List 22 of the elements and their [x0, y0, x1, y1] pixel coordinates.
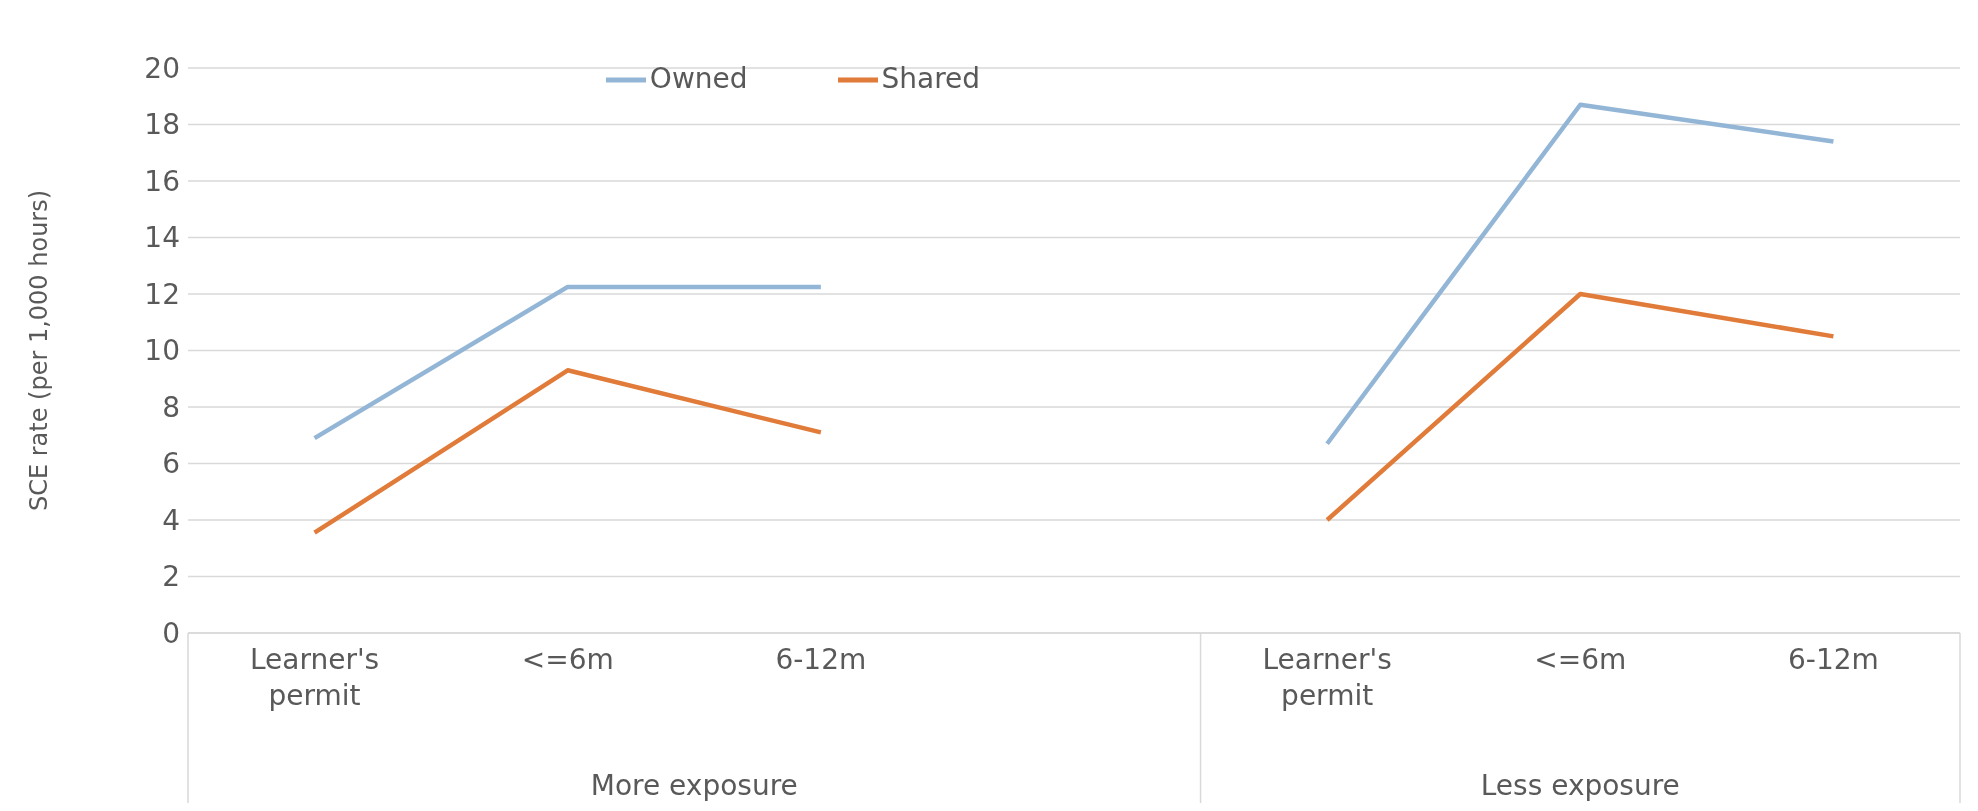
- y-tick-label: 6: [162, 447, 180, 481]
- y-tick-label: 0: [162, 616, 180, 650]
- y-tick-label: 14: [144, 221, 180, 255]
- y-tick-label: 4: [162, 503, 180, 537]
- y-tick-label: 20: [144, 51, 180, 85]
- y-axis-title: SCE rate (per 1,000 hours): [24, 189, 53, 512]
- y-tick-label: 10: [144, 334, 180, 368]
- x-tick-label: 6-12m: [1788, 643, 1879, 676]
- text: Less exposure: [1480, 769, 1680, 802]
- y-tick-label: 18: [144, 108, 180, 142]
- x-tick-label: <=6m: [521, 643, 614, 676]
- x-tick-label: <=6m: [1534, 643, 1627, 676]
- y-tick-label: 2: [162, 560, 180, 594]
- y-tick-label: 16: [144, 164, 180, 198]
- y-tick-label: 12: [144, 277, 180, 311]
- y-tick-label: 8: [162, 390, 180, 424]
- legend-label: Shared: [881, 62, 981, 95]
- legend-label: Owned: [649, 62, 748, 95]
- x-tick-label: Learner's permit: [249, 643, 380, 712]
- text: More exposure: [590, 769, 798, 802]
- x-tick-label: Learner's permit: [1262, 643, 1392, 712]
- x-tick-label: 6-12m: [775, 643, 867, 676]
